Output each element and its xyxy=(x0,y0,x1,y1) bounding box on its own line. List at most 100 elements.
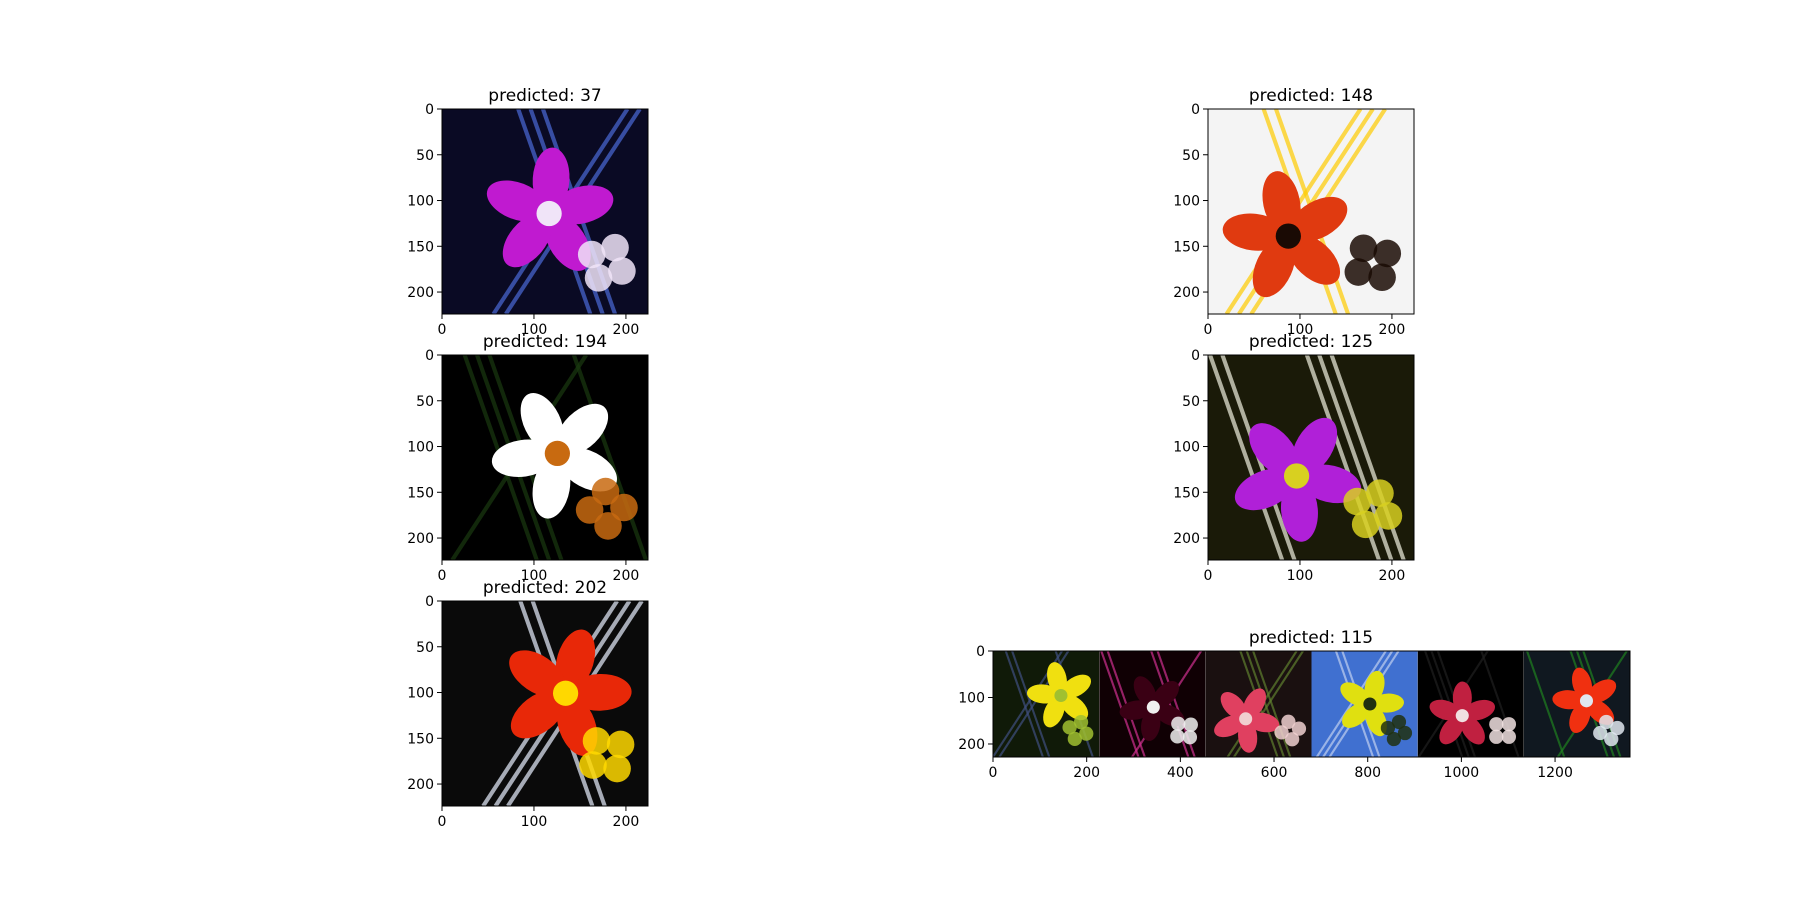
subplot-5-frame xyxy=(441,600,649,807)
subplot-5-ytick-label: 200 xyxy=(407,777,434,793)
subplot-6-tile-3 xyxy=(1205,651,1312,757)
subplot-3-xtick-label: 0 xyxy=(438,568,447,584)
subplot-6-tile-5-petal xyxy=(1452,681,1472,715)
subplot-1: predicted: 37 0 100 200 0 50 100 150 200 xyxy=(407,86,649,338)
subplot-6-tile-3-petal xyxy=(1247,712,1280,733)
subplot-4-photo-petal xyxy=(1291,417,1338,476)
subplot-6-tile-3-petal xyxy=(1291,721,1307,736)
subplot-1-xtick-label: 200 xyxy=(613,322,640,338)
subplot-3-image xyxy=(442,355,648,560)
subplot-2-xtick-label: 200 xyxy=(1379,322,1406,338)
subplot-6-xtick-label: 800 xyxy=(1354,765,1381,781)
subplot-6-tile-4-petal xyxy=(1371,693,1404,713)
subplot-5-title: predicted: 202 xyxy=(483,578,607,598)
subplot-1-photo-petal xyxy=(584,264,613,292)
subplot-2-ytick-label: 0 xyxy=(1191,102,1200,118)
subplot-2-photo-petal xyxy=(1222,213,1286,251)
subplot-4-photo-streak xyxy=(1208,355,1285,560)
subplot-5-xtick-label: 200 xyxy=(613,814,640,830)
subplot-1-photo xyxy=(442,109,648,314)
subplot-6: predicted: 115 0 200 400 600 800 1000 12000100… xyxy=(958,628,1631,781)
subplot-5-photo-petal xyxy=(579,751,607,779)
subplot-6-tile-3-petal xyxy=(1242,688,1267,719)
subplot-3-photo-center xyxy=(544,440,570,467)
subplot-6-ytick-label: 200 xyxy=(958,737,985,753)
subplot-6-tile-3-petal xyxy=(1220,692,1247,720)
subplot-6-tile-2-petal xyxy=(1171,716,1186,731)
subplot-2-image xyxy=(1208,109,1414,314)
subplot-6-tile-1-petal xyxy=(1061,674,1092,699)
subplot-6-tile-4-petal xyxy=(1380,720,1396,736)
subplot-6-tile-6-petal xyxy=(1586,679,1617,704)
subplot-6-xtick-label: 600 xyxy=(1261,765,1288,781)
subplot-1-frame xyxy=(441,108,649,315)
subplot-6-tile-2-streak xyxy=(1100,651,1140,757)
subplot-1-photo-petal xyxy=(502,213,552,268)
subplot-6-tile-3-streak xyxy=(1245,651,1285,757)
subplot-6-tile-5-petal xyxy=(1501,717,1517,732)
subplot-3-photo-petal xyxy=(575,496,604,524)
subplot-6-tile-2-petal xyxy=(1119,700,1152,720)
subplot-3-photo-petal xyxy=(591,477,620,506)
subplot-4-image xyxy=(1208,355,1414,560)
subplot-6-xtick-label: 0 xyxy=(989,765,998,781)
subplot-6-tile-3-petal xyxy=(1238,720,1258,753)
subplot-1-image xyxy=(442,109,648,314)
subplot-6-tile-1-petal xyxy=(1062,720,1077,735)
subplot-3-frame xyxy=(441,354,649,561)
subplot-6-tile-4-center xyxy=(1363,697,1377,711)
subplot-6-xtick-label: 400 xyxy=(1167,765,1194,781)
subplot-6-tile-4-petal xyxy=(1364,670,1385,703)
subplot-3-photo-petal xyxy=(520,392,564,452)
subplot-6-xtick-label: 1000 xyxy=(1444,765,1480,781)
subplot-4-photo xyxy=(1208,355,1414,560)
subplot-1-photo-petal xyxy=(486,180,548,222)
subplot-5-photo-petal xyxy=(606,730,635,759)
subplot-3-ytick-label: 0 xyxy=(425,348,434,364)
subplot-5-photo xyxy=(442,601,648,806)
subplot-2-photo-petal xyxy=(1287,234,1341,285)
subplot-1-photo-petal xyxy=(601,233,629,262)
subplot-1-ytick-label: 0 xyxy=(425,102,434,118)
subplot-6-tile-4 xyxy=(1311,651,1418,757)
subplot-5-photo-petal xyxy=(555,629,596,691)
subplot-6-tile-1-petal xyxy=(1026,684,1060,704)
subplot-1-ytick-label: 200 xyxy=(407,285,434,301)
subplot-5-photo-center xyxy=(552,680,579,706)
subplot-3-photo-petal xyxy=(491,439,555,477)
subplot-5-photo-petal xyxy=(603,754,631,783)
subplot-1-ytick-label: 100 xyxy=(407,194,434,210)
subplot-1-photo-petal xyxy=(551,185,614,225)
subplot-6-tile-5-petal xyxy=(1489,729,1504,744)
subplot-6-tile-4-petal xyxy=(1397,725,1413,741)
subplot-4-ytick-label: 100 xyxy=(1173,440,1200,456)
subplot-4-axes: 0 100 200 0 50 100 150 200 xyxy=(1173,348,1415,584)
subplot-5-photo-petal xyxy=(510,690,566,739)
subplot-2-axes: 0 100 200 0 50 100 150 200 xyxy=(1173,102,1415,338)
subplot-4-xtick-label: 0 xyxy=(1204,568,1213,584)
subplot-6-tile-4-petal xyxy=(1391,714,1407,730)
subplot-6-ytick-label: 0 xyxy=(976,644,985,660)
subplot-3-axes: 0 100 200 0 50 100 150 200 xyxy=(407,348,649,584)
subplot-4-title: predicted: 125 xyxy=(1249,332,1373,352)
subplot-2-xtick-label: 100 xyxy=(1287,322,1314,338)
subplot-2-photo-petal xyxy=(1368,263,1396,292)
subplot-4-ytick-label: 200 xyxy=(1173,531,1200,547)
subplot-6-tile-5-petal xyxy=(1429,699,1462,721)
subplot-4-photo-petal xyxy=(1343,487,1371,516)
subplot-1-ytick-label: 150 xyxy=(407,239,434,255)
subplot-6-tile-5-petal xyxy=(1439,715,1465,745)
subplot-4-photo-petal xyxy=(1299,464,1362,504)
subplot-6-tile-3-center xyxy=(1239,712,1253,726)
subplot-6-tile-1-petal xyxy=(1047,662,1067,695)
subplot-4-xtick-label: 100 xyxy=(1287,568,1314,584)
subplot-6-tile-4-petal xyxy=(1340,682,1370,707)
subplot-6-xtick-label: 200 xyxy=(1073,765,1100,781)
subplot-2-photo-petal xyxy=(1373,239,1402,268)
subplot-6-ytick-label: 100 xyxy=(958,690,985,706)
subplot-6-image xyxy=(993,651,1630,757)
subplot-3-title: predicted: 194 xyxy=(483,332,607,352)
subplot-2-photo-petal xyxy=(1344,258,1373,286)
